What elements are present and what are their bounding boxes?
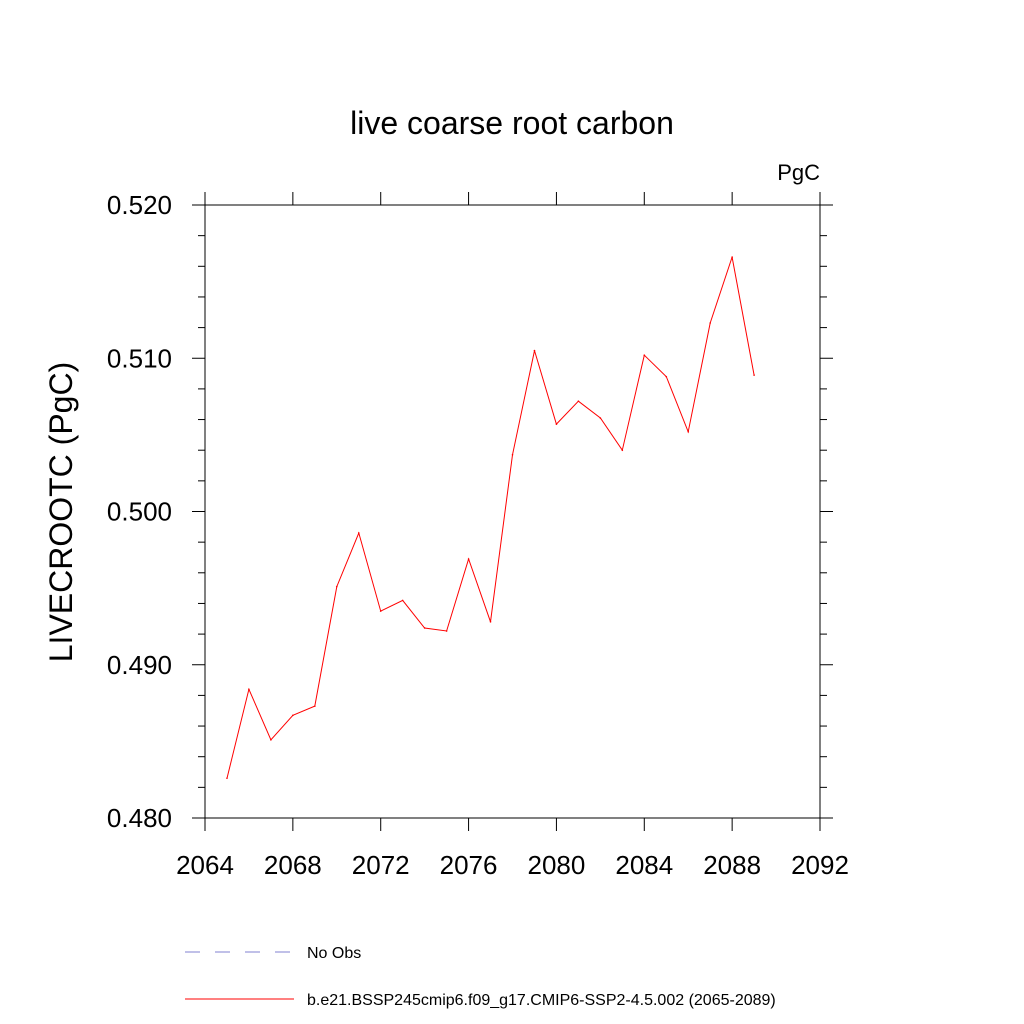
data-point xyxy=(709,322,711,324)
data-point xyxy=(665,375,668,378)
x-tick-label: 2064 xyxy=(176,850,234,880)
data-point xyxy=(555,423,558,425)
data-point xyxy=(445,630,448,632)
data-point xyxy=(533,349,536,352)
plot-axes: 2064 2068 2072 2076 2080 2084 2088 2092 0.480 0.4… xyxy=(107,190,849,880)
data-point xyxy=(511,453,514,456)
data-point xyxy=(643,354,646,356)
y-tick-label: 0.520 xyxy=(107,190,172,220)
x-tick-label: 2084 xyxy=(615,850,673,880)
units-label: PgC xyxy=(777,160,820,185)
data-point xyxy=(577,400,580,402)
chart-title: live coarse root carbon xyxy=(350,105,674,141)
plot-frame xyxy=(204,204,821,819)
data-point xyxy=(314,705,316,707)
data-point xyxy=(270,739,272,741)
x-tick-label: 2088 xyxy=(703,850,761,880)
x-tick-label: 2068 xyxy=(264,850,322,880)
y-axis-label: LIVECROOTC (PgC) xyxy=(43,362,79,662)
y-tick-label: 0.510 xyxy=(107,343,172,373)
y-tick-label: 0.490 xyxy=(107,650,172,680)
data-point xyxy=(335,585,338,588)
data-point xyxy=(753,374,755,376)
series-layer xyxy=(226,256,755,779)
y-tick-label: 0.480 xyxy=(107,803,172,833)
data-point xyxy=(489,621,492,623)
data-point xyxy=(621,449,624,452)
x-tick-label: 2092 xyxy=(791,850,849,880)
data-point xyxy=(687,431,690,433)
data-point xyxy=(248,688,250,691)
data-point xyxy=(599,417,602,419)
data-point xyxy=(379,610,382,612)
data-point xyxy=(423,627,426,629)
data-point xyxy=(226,777,228,779)
data-point xyxy=(292,714,294,717)
x-tick-label: 2072 xyxy=(352,850,410,880)
data-point xyxy=(401,599,404,602)
data-point xyxy=(467,558,470,560)
data-point xyxy=(731,256,733,258)
x-tick-label: 2080 xyxy=(528,850,586,880)
legend-label-no-obs: No Obs xyxy=(307,945,361,962)
data-point xyxy=(357,532,360,534)
x-tick-label: 2076 xyxy=(440,850,498,880)
y-tick-label: 0.500 xyxy=(107,497,172,527)
legend-label-series: b.e21.BSSP245cmip6.f09_g17.CMIP6-SSP2-4.… xyxy=(307,992,776,1009)
legend: No Obs b.e21.BSSP245cmip6.f09_g17.CMIP6-… xyxy=(185,945,776,1009)
series-line xyxy=(226,256,755,779)
